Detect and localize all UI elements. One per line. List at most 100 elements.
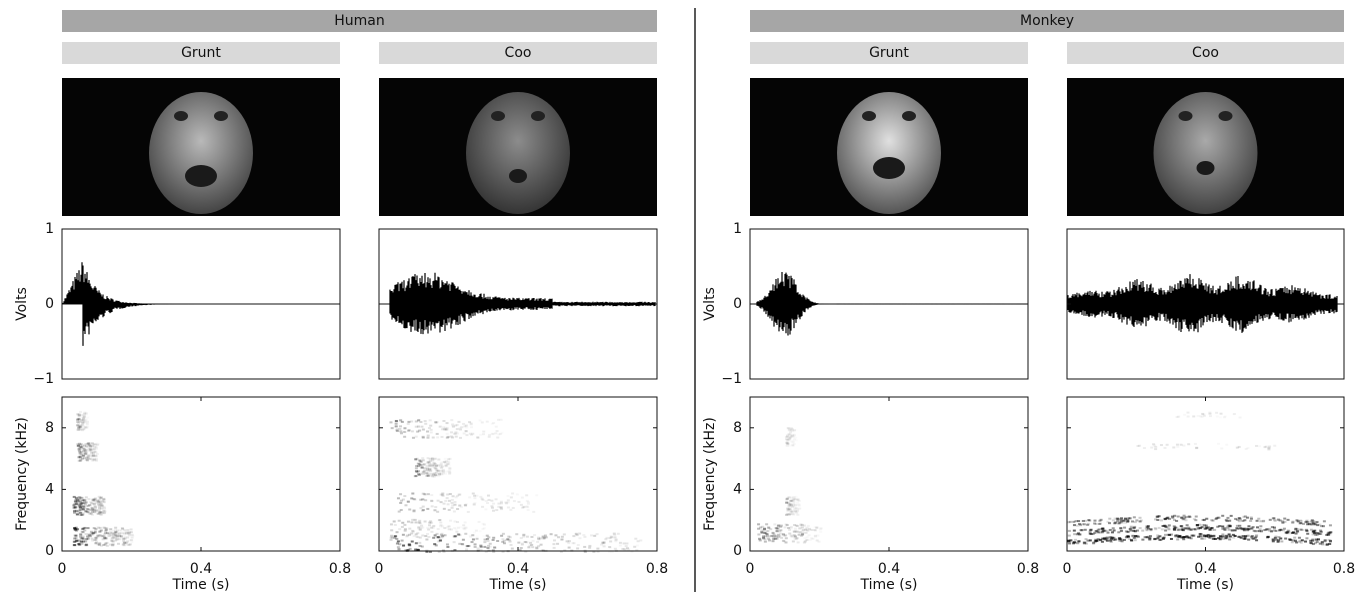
spectrogram-cell bbox=[126, 529, 130, 532]
spectrogram-cell bbox=[506, 506, 510, 509]
spectrogram-cell bbox=[438, 473, 442, 476]
spectrogram-cell bbox=[84, 496, 88, 499]
spectrogram-cell bbox=[418, 541, 422, 544]
spectrogram-cell bbox=[79, 424, 83, 427]
spectrogram-cell bbox=[90, 443, 94, 446]
spectrogram-cell bbox=[798, 527, 802, 530]
spectrogram-cell bbox=[1228, 519, 1232, 522]
spectrogram-cell bbox=[123, 535, 126, 537]
spectrogram-cell bbox=[1192, 415, 1196, 418]
spectrogram-cell bbox=[590, 534, 594, 537]
spectrogram-cell bbox=[86, 537, 90, 540]
spectrogram-cell bbox=[622, 542, 626, 545]
spectrogram-cell bbox=[76, 418, 80, 421]
spectrogram-cell bbox=[1118, 538, 1122, 541]
x-tick-label: 0.8 bbox=[646, 561, 668, 577]
spectrogram-cell bbox=[776, 526, 780, 529]
spectrogram-cell bbox=[805, 526, 809, 529]
spectrogram-cell bbox=[472, 503, 476, 506]
spectrogram-cell bbox=[763, 531, 767, 534]
spectrogram-cell bbox=[611, 551, 614, 553]
spectrogram-cell bbox=[1218, 535, 1222, 538]
spectrogram-cell bbox=[1153, 444, 1157, 447]
spectrogram-cell bbox=[785, 436, 789, 439]
spectrogram-cell bbox=[1269, 530, 1273, 533]
spectrogram-cell bbox=[1304, 521, 1308, 524]
spectrogram-cell bbox=[103, 536, 107, 539]
spectrogram-cell bbox=[403, 529, 407, 532]
spectrogram-cell bbox=[1100, 531, 1104, 534]
spectrogram-cell bbox=[780, 536, 784, 539]
spectrogram-cell bbox=[479, 548, 483, 551]
eye bbox=[531, 111, 545, 121]
spectrogram-cell bbox=[497, 418, 501, 421]
spectrogram-cell bbox=[804, 528, 808, 531]
spectrogram-cell bbox=[476, 436, 480, 439]
spectrogram-cell bbox=[95, 500, 99, 503]
spectrogram-cell bbox=[404, 504, 408, 507]
spectrogram-cell bbox=[1108, 522, 1112, 525]
spectrogram-cell bbox=[1113, 522, 1117, 525]
spectrogram-cell bbox=[97, 505, 101, 508]
spectrogram-cell bbox=[406, 548, 410, 551]
spectrogram-cell bbox=[1245, 516, 1249, 519]
panel-title: Coo bbox=[1192, 45, 1219, 61]
spectrogram-cell bbox=[78, 414, 82, 417]
y-axis-label: Volts bbox=[14, 287, 30, 321]
spectrogram-cell bbox=[442, 534, 446, 537]
spectrogram-cell bbox=[1079, 524, 1083, 527]
spectrogram-cell bbox=[81, 531, 85, 534]
spectrogram-cell bbox=[80, 504, 84, 507]
spectrogram-cell bbox=[1196, 527, 1200, 530]
spectrogram-cell bbox=[441, 525, 445, 528]
spectrogram-cell bbox=[92, 498, 96, 501]
spectrogram-cell bbox=[785, 434, 789, 437]
spectrogram-cell bbox=[99, 500, 103, 503]
spectrogram-cell bbox=[446, 458, 450, 461]
spectrogram-cell bbox=[464, 532, 468, 535]
spectrogram-cell bbox=[1249, 517, 1253, 520]
spectrogram-cell bbox=[781, 533, 785, 536]
y-tick-label: 0 bbox=[733, 296, 742, 312]
spectrogram-cell bbox=[398, 427, 402, 430]
spectrogram-cell bbox=[416, 536, 420, 539]
spectrogram-cell bbox=[481, 505, 485, 508]
spectrogram-cell bbox=[81, 454, 85, 457]
spectrogram-cell bbox=[1181, 527, 1185, 530]
spectrogram-cell bbox=[509, 508, 513, 511]
spectrogram-cell bbox=[118, 529, 122, 532]
spectrogram-cell bbox=[1079, 529, 1083, 532]
spectrogram-cell bbox=[813, 534, 817, 537]
spectrogram-cell bbox=[81, 421, 85, 424]
spectrogram-cell bbox=[441, 549, 445, 552]
panel-title: Grunt bbox=[869, 45, 909, 61]
spectrogram-cell bbox=[1190, 534, 1194, 537]
spectrogram-cell bbox=[1187, 528, 1191, 531]
spectrogram-cell bbox=[1239, 527, 1243, 530]
spectrogram-cell bbox=[436, 464, 440, 467]
panel-header bbox=[750, 42, 1028, 64]
spectrogram-cell bbox=[1268, 529, 1272, 532]
spectrogram-cell bbox=[83, 412, 87, 415]
spectrogram-cell bbox=[1173, 518, 1177, 521]
spectrogram-cell bbox=[417, 419, 421, 422]
spectrogram-cell bbox=[421, 534, 425, 537]
spectrogram-cell bbox=[1073, 533, 1077, 536]
spectrogram-cell bbox=[1271, 538, 1275, 541]
spectrogram-cell bbox=[1189, 527, 1193, 530]
spectrogram-cell bbox=[97, 495, 101, 498]
spectrogram-cell bbox=[417, 470, 421, 473]
spectrogram-cell bbox=[75, 510, 79, 513]
spectrogram-cell bbox=[610, 536, 614, 539]
spectrogram-cell bbox=[787, 436, 791, 439]
spectrogram-cell bbox=[425, 549, 429, 552]
spectrogram-cell bbox=[122, 537, 126, 540]
spectrogram-cell bbox=[499, 506, 503, 509]
spectrogram-cell bbox=[434, 474, 438, 477]
spectrogram-cell bbox=[792, 534, 796, 537]
spectrogram-cell bbox=[797, 503, 801, 506]
spectrogram-cell bbox=[91, 455, 95, 458]
spectrogram-cell bbox=[785, 442, 789, 445]
spectrogram-cell bbox=[1224, 518, 1228, 521]
spectrogram-cell bbox=[426, 527, 429, 529]
